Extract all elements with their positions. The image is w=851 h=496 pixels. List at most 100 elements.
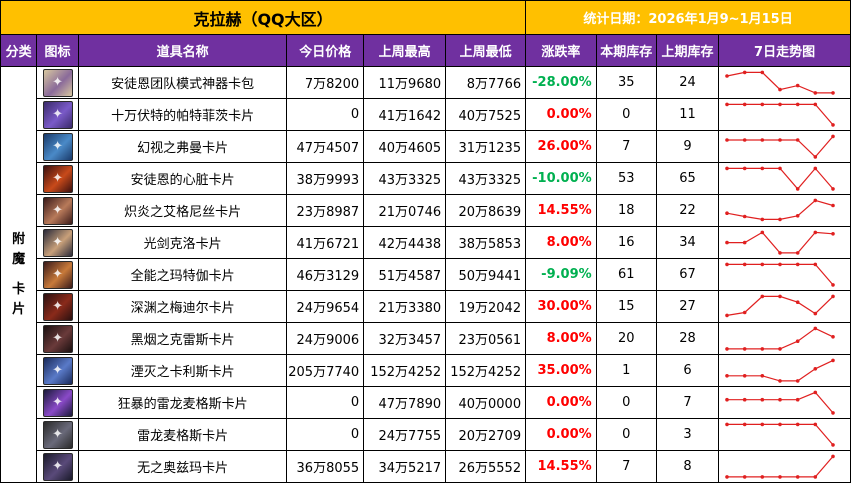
category-char: 附 [12,231,26,247]
trend-point [760,166,765,170]
week-low: 40万7525 [445,98,527,131]
today-price: 23万8987 [286,194,365,227]
robed-figure-icon[interactable]: ✦ [42,260,73,289]
table-row: ✦ 无之奥兹玛卡片 36万8055 34万5217 26万5552 14.55% 7 8 [1,450,851,483]
trend-point [831,203,835,207]
col-header-week-high: 上周最高 [363,34,447,67]
trend-sparkline-cell [718,322,851,355]
change-rate: 14.55% [525,450,597,483]
trend-point [813,311,818,315]
trend-point [725,102,729,106]
trend-point [743,166,747,170]
trend-line [727,359,834,381]
stock-prev: 27 [655,290,720,323]
trend-point [796,378,800,383]
trend-sparkline-cell [718,418,851,451]
stock-now: 1 [595,354,657,387]
trend-point [796,186,800,191]
change-rate: 0.00% [525,386,597,419]
today-price: 7万8200 [286,66,365,99]
trend-point [760,373,765,378]
trend-point [813,102,818,106]
trend-point [796,102,800,106]
date-range-label: 统计日期：2026年1月9~1月15日 [525,0,851,35]
stock-now: 7 [595,450,657,483]
dark-dragon-icon[interactable]: ✦ [42,292,73,321]
trend-line [727,423,834,445]
trend-point [778,346,782,351]
icon-cell: ✦ [36,130,79,163]
trend-point [778,294,782,298]
purple-figure-icon[interactable]: ✦ [42,100,73,129]
category-cell: 附魔卡片 [0,66,38,483]
today-price: 0 [286,418,365,451]
stock-now: 15 [595,290,657,323]
trend-sparkline [725,198,835,221]
stock-now: 0 [595,386,657,419]
trend-point [760,102,765,106]
trend-point [743,214,747,218]
trend-sparkline [725,134,835,159]
change-rate: 30.00% [525,290,597,323]
card-pack-icon[interactable]: ✦ [42,68,73,97]
trend-point [760,294,765,298]
trend-line [727,295,834,316]
trend-point [743,102,747,106]
armored-knight-icon[interactable]: ✦ [42,356,73,385]
trend-point [778,397,782,401]
trend-point [831,186,835,191]
week-low: 20万2709 [445,418,527,451]
trend-point [778,422,782,426]
change-rate: 0.00% [525,98,597,131]
trend-line [727,263,834,285]
stock-prev: 34 [655,226,720,259]
smoke-figure-icon[interactable]: ✦ [42,324,73,353]
trend-point [725,474,729,479]
week-high: 43万3325 [363,162,447,195]
trend-point [725,137,729,142]
trend-sparkline-cell [718,354,851,387]
mage-portrait-icon[interactable]: ✦ [42,132,73,161]
today-price: 38万9993 [286,162,365,195]
trend-sparkline [725,70,835,95]
sheet-title: 克拉赫（QQ大区） [0,0,527,35]
stock-now: 7 [595,130,657,163]
icon-cell: ✦ [36,450,79,483]
week-high: 40万4605 [363,130,447,163]
stock-now: 20 [595,322,657,355]
item-name: 雷龙麦格斯卡片 [77,418,288,451]
trend-sparkline-cell [718,66,851,99]
week-low: 38万5853 [445,226,527,259]
icon-cell: ✦ [36,354,79,387]
icon-cell: ✦ [36,194,79,227]
void-figure-icon[interactable]: ✦ [42,452,73,481]
thunder-dragon-icon[interactable]: ✦ [42,388,73,417]
trend-line [727,391,834,413]
category-char: 片 [12,301,26,317]
title-bar: 克拉赫（QQ大区） 统计日期：2026年1月9~1月15日 [0,0,851,35]
week-low: 40万0000 [445,386,527,419]
trend-point [813,154,818,159]
trend-line [727,231,834,253]
trend-point [796,338,800,343]
heart-core-icon[interactable]: ✦ [42,164,73,193]
item-name: 安徒恩团队模式神器卡包 [77,66,288,99]
trend-sparkline [725,326,835,351]
trend-point [760,474,765,479]
dragon-head-icon[interactable]: ✦ [42,420,73,449]
trend-point [813,422,818,426]
table-row: ✦ 安徒恩的心脏卡片 38万9993 43万3325 43万3325 -10.00% 53 6… [1,162,851,195]
flame-figure-icon[interactable]: ✦ [42,196,73,225]
trend-sparkline [725,230,835,255]
change-rate: -9.09% [525,258,597,291]
change-rate: 35.00% [525,354,597,387]
item-name: 安徒恩的心脏卡片 [77,162,288,195]
trend-sparkline [725,390,835,415]
table-row: ✦ 十万伏特的帕特菲茨卡片 0 41万1642 40万7525 0.00% 0 11 [1,98,851,131]
icon-cell: ✦ [36,258,79,291]
trend-point [831,410,835,415]
swordsman-icon[interactable]: ✦ [42,228,73,257]
trend-sparkline [725,358,835,383]
trend-point [743,70,747,74]
trend-point [796,397,800,401]
